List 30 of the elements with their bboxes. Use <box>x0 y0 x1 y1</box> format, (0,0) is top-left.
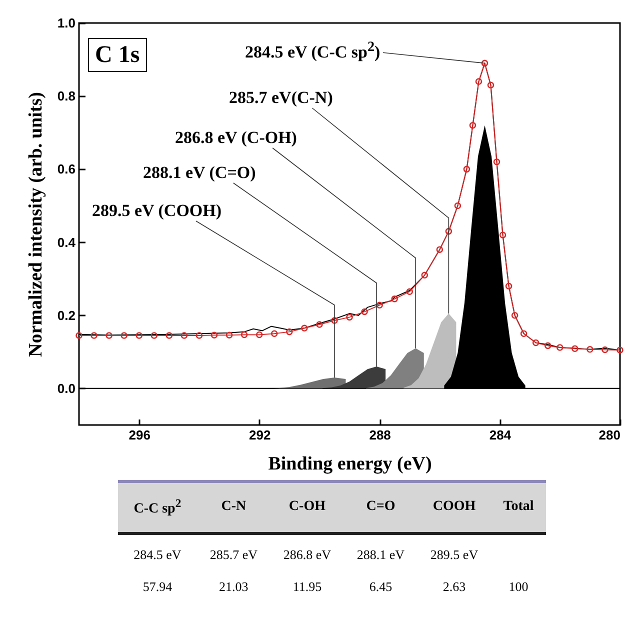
x-axis-title: Binding energy (eV) <box>268 454 432 474</box>
y-tick-label: 0.8 <box>57 88 76 104</box>
y-tick-label: 0.6 <box>57 162 76 177</box>
text: 284.5 eV <box>132 546 182 564</box>
y-tick-label: 0.4 <box>57 234 76 250</box>
text: 288.1 eV <box>356 546 406 564</box>
x-tick-label: 288 <box>369 428 391 442</box>
annotation: 286.8 eV (C-OH) <box>175 128 297 147</box>
y-tick-label: 0.0 <box>57 380 76 396</box>
text: 6.45 <box>368 578 394 596</box>
text: 2.63 <box>442 578 467 596</box>
x-tick-label: 296 <box>128 428 150 442</box>
text: 289.5 eV <box>429 546 480 564</box>
y-axis-title: Normalized intensity (arb. units) <box>25 92 46 357</box>
text: 100 <box>508 578 530 596</box>
x-tick-label: 284 <box>489 428 512 442</box>
text: 286.8 eV <box>282 546 332 564</box>
x-tick-label: 292 <box>248 428 271 442</box>
x-tick-label: 280 <box>598 428 620 442</box>
annotation: 284.5 eV (C-C sp$^{2}$) <box>245 39 380 62</box>
text: 57.94 <box>142 578 174 596</box>
text: 21.03 <box>218 578 250 596</box>
text: 11.95 <box>292 578 323 596</box>
text: 285.7 eV <box>208 546 258 564</box>
annotation: C 1s <box>88 38 147 72</box>
annotation: 288.1 eV (C=O) <box>143 163 256 182</box>
annotation: 289.5 eV (COOH) <box>92 201 222 220</box>
y-tick-label: 1.0 <box>57 16 76 30</box>
y-tick-label: 0.2 <box>57 308 76 323</box>
annotation: 285.7 eV(C-N) <box>229 88 333 107</box>
